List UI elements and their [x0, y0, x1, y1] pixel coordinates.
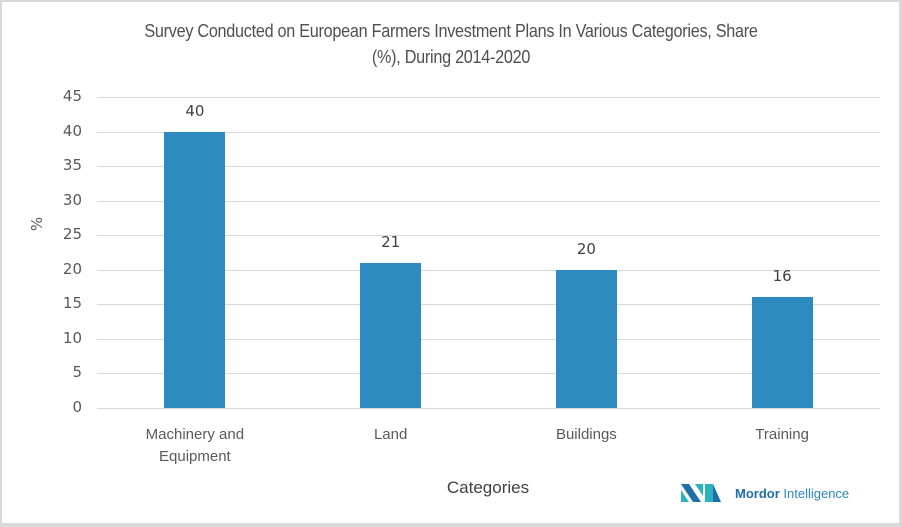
- logo-text-rest: Intelligence: [779, 485, 850, 501]
- chart-title-line-1: Survey Conducted on European Farmers Inv…: [144, 21, 758, 41]
- mordor-logo-icon: [681, 484, 721, 502]
- gridline: [97, 131, 880, 133]
- gridline: [97, 304, 880, 306]
- gridline: [97, 408, 880, 409]
- gridline: [97, 166, 880, 168]
- logo-text: Mordor Intelligence: [735, 486, 849, 501]
- x-tick-label: Training: [755, 426, 809, 443]
- x-axis-label: Categories: [446, 478, 530, 497]
- mordor-intelligence-logo: Mordor Intelligence: [681, 484, 849, 502]
- x-tick-label: Machinery and Equipment: [145, 426, 245, 465]
- gridline: [97, 200, 880, 202]
- gridline: [97, 97, 880, 98]
- data-label: 16: [772, 267, 792, 286]
- y-tick-label: 20: [62, 259, 82, 278]
- y-tick-label: 15: [62, 294, 82, 313]
- bar: [555, 269, 617, 408]
- gridline: [97, 235, 880, 237]
- chart-title-line-2: (%), During 2014-2020: [371, 47, 531, 67]
- y-tick-label: 30: [62, 190, 82, 209]
- data-label: 40: [185, 101, 205, 120]
- data-label: 20: [576, 239, 596, 258]
- gridline: [97, 373, 880, 375]
- bar: [751, 297, 813, 408]
- y-tick-label: 35: [62, 156, 82, 175]
- y-tick-label: 10: [62, 328, 82, 347]
- chart-title: Survey Conducted on European Farmers Inv…: [45, 18, 857, 70]
- x-tick-label: Buildings: [555, 426, 617, 443]
- y-tick-label: 45: [62, 87, 82, 105]
- gridline: [97, 269, 880, 271]
- y-tick-label: 5: [72, 363, 82, 382]
- y-tick-label: 0: [72, 398, 82, 416]
- bar: [164, 131, 226, 408]
- logo-text-bold: Mordor: [735, 485, 780, 501]
- data-label: 21: [381, 232, 401, 251]
- x-tick-label: Land: [373, 426, 408, 443]
- y-tick-label: 25: [62, 225, 82, 244]
- gridline: [97, 338, 880, 340]
- plot-area: 0 5 10 15 20 25 30 35 40 45 40 21 20 16: [63, 87, 880, 416]
- y-tick-label: 40: [62, 121, 82, 140]
- bar: [360, 262, 422, 408]
